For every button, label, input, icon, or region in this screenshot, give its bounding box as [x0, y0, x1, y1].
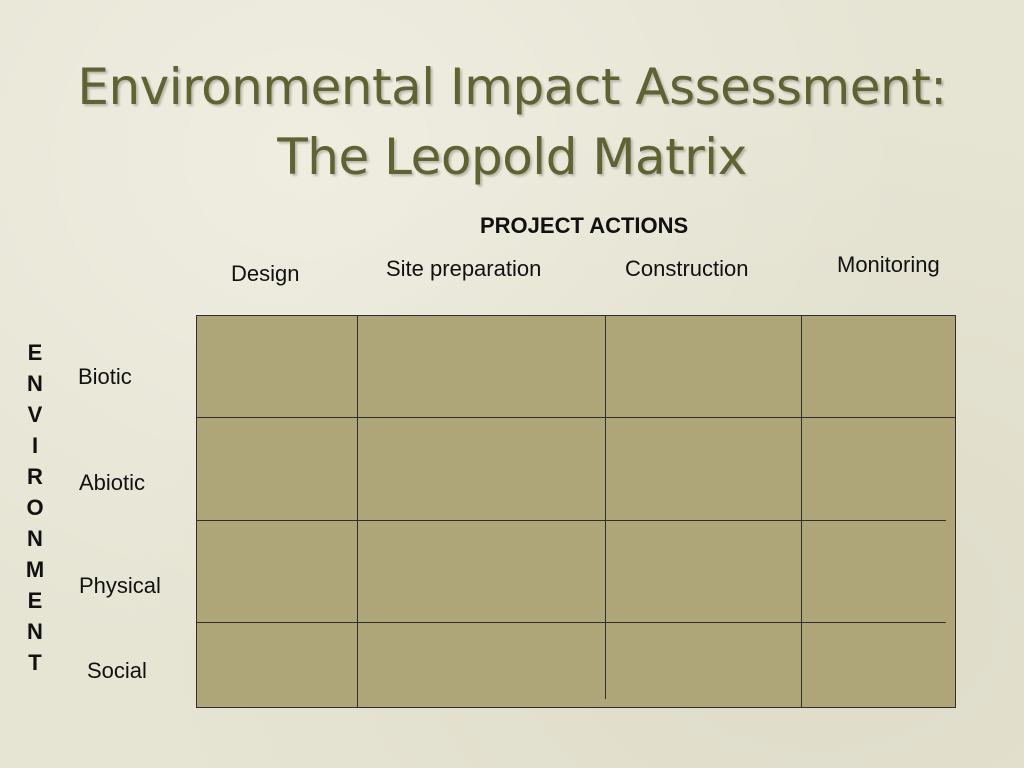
- environment-letter: E: [27, 588, 43, 613]
- row-header-abiotic: Abiotic: [79, 470, 146, 495]
- environment-letter: O: [26, 495, 44, 520]
- environment-letter: V: [27, 402, 43, 427]
- slide-title-line-1: Environmental Impact Assessment:: [77, 58, 947, 116]
- column-header-site-preparation: Site preparation: [386, 256, 542, 281]
- grid-line-top: [196, 315, 956, 316]
- column-header-design: Design: [231, 261, 300, 286]
- grid-line-row-2: [197, 520, 946, 521]
- environment-axis-label: E N V I R O N M E N T: [22, 337, 48, 678]
- environment-letter: M: [25, 557, 45, 582]
- grid-line-bottom: [196, 707, 956, 708]
- column-header-monitoring: Monitoring: [837, 252, 940, 277]
- row-header-biotic: Biotic: [78, 364, 132, 389]
- grid-line-row-1: [197, 417, 956, 418]
- row-header-social: Social: [87, 658, 147, 683]
- environment-letter: N: [27, 371, 43, 396]
- grid-line-col-2: [605, 316, 606, 699]
- grid-line-col-1: [357, 316, 358, 708]
- grid-line-row-3: [197, 622, 946, 623]
- matrix-fill: [197, 316, 956, 708]
- environment-letter: N: [27, 526, 43, 551]
- slide-title-line-2: The Leopold Matrix: [277, 128, 747, 186]
- grid-line-col-3: [801, 316, 802, 708]
- environment-letter: I: [31, 433, 39, 458]
- grid-line-right: [955, 315, 956, 708]
- column-header-construction: Construction: [625, 256, 749, 281]
- project-actions-heading: PROJECT ACTIONS: [480, 213, 689, 238]
- row-header-physical: Physical: [79, 573, 161, 598]
- environment-letter: T: [28, 650, 42, 675]
- environment-letter: E: [27, 340, 43, 365]
- grid-line-left: [196, 315, 197, 708]
- environment-letter: N: [27, 619, 43, 644]
- environment-letter: R: [27, 464, 43, 489]
